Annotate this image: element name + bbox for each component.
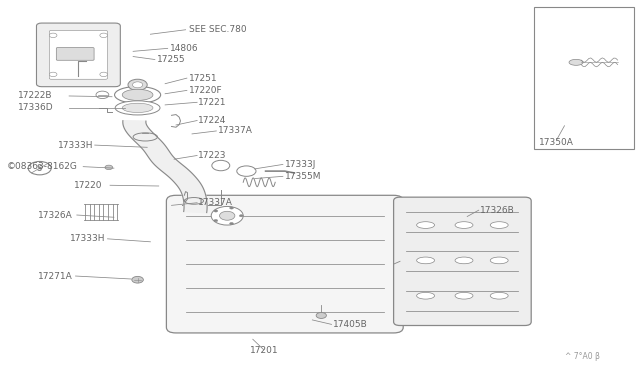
Text: 17336D: 17336D [18, 103, 54, 112]
Text: 17326B: 17326B [480, 206, 515, 215]
Ellipse shape [417, 292, 435, 299]
Circle shape [132, 82, 143, 88]
FancyBboxPatch shape [166, 195, 403, 333]
Circle shape [49, 33, 57, 38]
Circle shape [214, 210, 218, 212]
Ellipse shape [455, 292, 473, 299]
Text: 17223: 17223 [198, 151, 227, 160]
Text: 17337A: 17337A [198, 198, 233, 207]
Ellipse shape [490, 292, 508, 299]
Circle shape [132, 276, 143, 283]
Ellipse shape [115, 87, 161, 103]
Text: 17333H: 17333H [70, 234, 106, 243]
Text: 17255: 17255 [157, 55, 186, 64]
Circle shape [220, 211, 235, 220]
Text: 17333J: 17333J [285, 160, 316, 169]
Text: 17251: 17251 [189, 74, 218, 83]
Circle shape [230, 222, 234, 225]
Ellipse shape [122, 89, 153, 100]
Circle shape [100, 33, 108, 38]
Ellipse shape [417, 257, 435, 264]
Circle shape [214, 219, 218, 222]
FancyBboxPatch shape [36, 23, 120, 87]
Circle shape [105, 165, 113, 170]
Text: 17350A: 17350A [540, 138, 574, 147]
Text: 17355M: 17355M [285, 172, 321, 181]
Bar [534, 7, 634, 149]
Ellipse shape [455, 257, 473, 264]
Text: 17224: 17224 [198, 116, 227, 125]
Text: 17222B: 17222B [18, 92, 52, 100]
Text: 17405B: 17405B [333, 320, 367, 329]
Circle shape [239, 215, 243, 217]
Circle shape [211, 206, 243, 225]
Polygon shape [123, 121, 207, 212]
Text: SEE SEC.780: SEE SEC.780 [189, 25, 246, 34]
Circle shape [100, 72, 108, 77]
Circle shape [96, 91, 109, 99]
Ellipse shape [417, 222, 435, 228]
Ellipse shape [115, 101, 160, 115]
Ellipse shape [490, 222, 508, 228]
Text: 14806: 14806 [170, 44, 198, 53]
Ellipse shape [122, 103, 153, 112]
Text: S: S [37, 164, 42, 173]
Text: 17337A: 17337A [218, 126, 252, 135]
Ellipse shape [455, 222, 473, 228]
Ellipse shape [490, 257, 508, 264]
Text: 17326A: 17326A [38, 211, 73, 219]
FancyBboxPatch shape [394, 197, 531, 326]
Text: 17220F: 17220F [189, 86, 223, 95]
Circle shape [128, 79, 147, 90]
FancyBboxPatch shape [49, 31, 108, 79]
Text: 17201: 17201 [250, 346, 278, 355]
Text: ^ 7°A0 β: ^ 7°A0 β [565, 352, 600, 361]
Text: 17221: 17221 [198, 98, 227, 107]
FancyBboxPatch shape [56, 48, 94, 60]
Text: 17333H: 17333H [58, 141, 93, 150]
Circle shape [230, 207, 234, 209]
Circle shape [28, 161, 51, 175]
Text: 17271A: 17271A [38, 272, 73, 280]
Ellipse shape [569, 60, 583, 65]
Text: 17220: 17220 [74, 181, 102, 190]
Text: ©08363-8162G: ©08363-8162G [6, 162, 77, 171]
Circle shape [49, 72, 57, 77]
Circle shape [316, 312, 326, 318]
